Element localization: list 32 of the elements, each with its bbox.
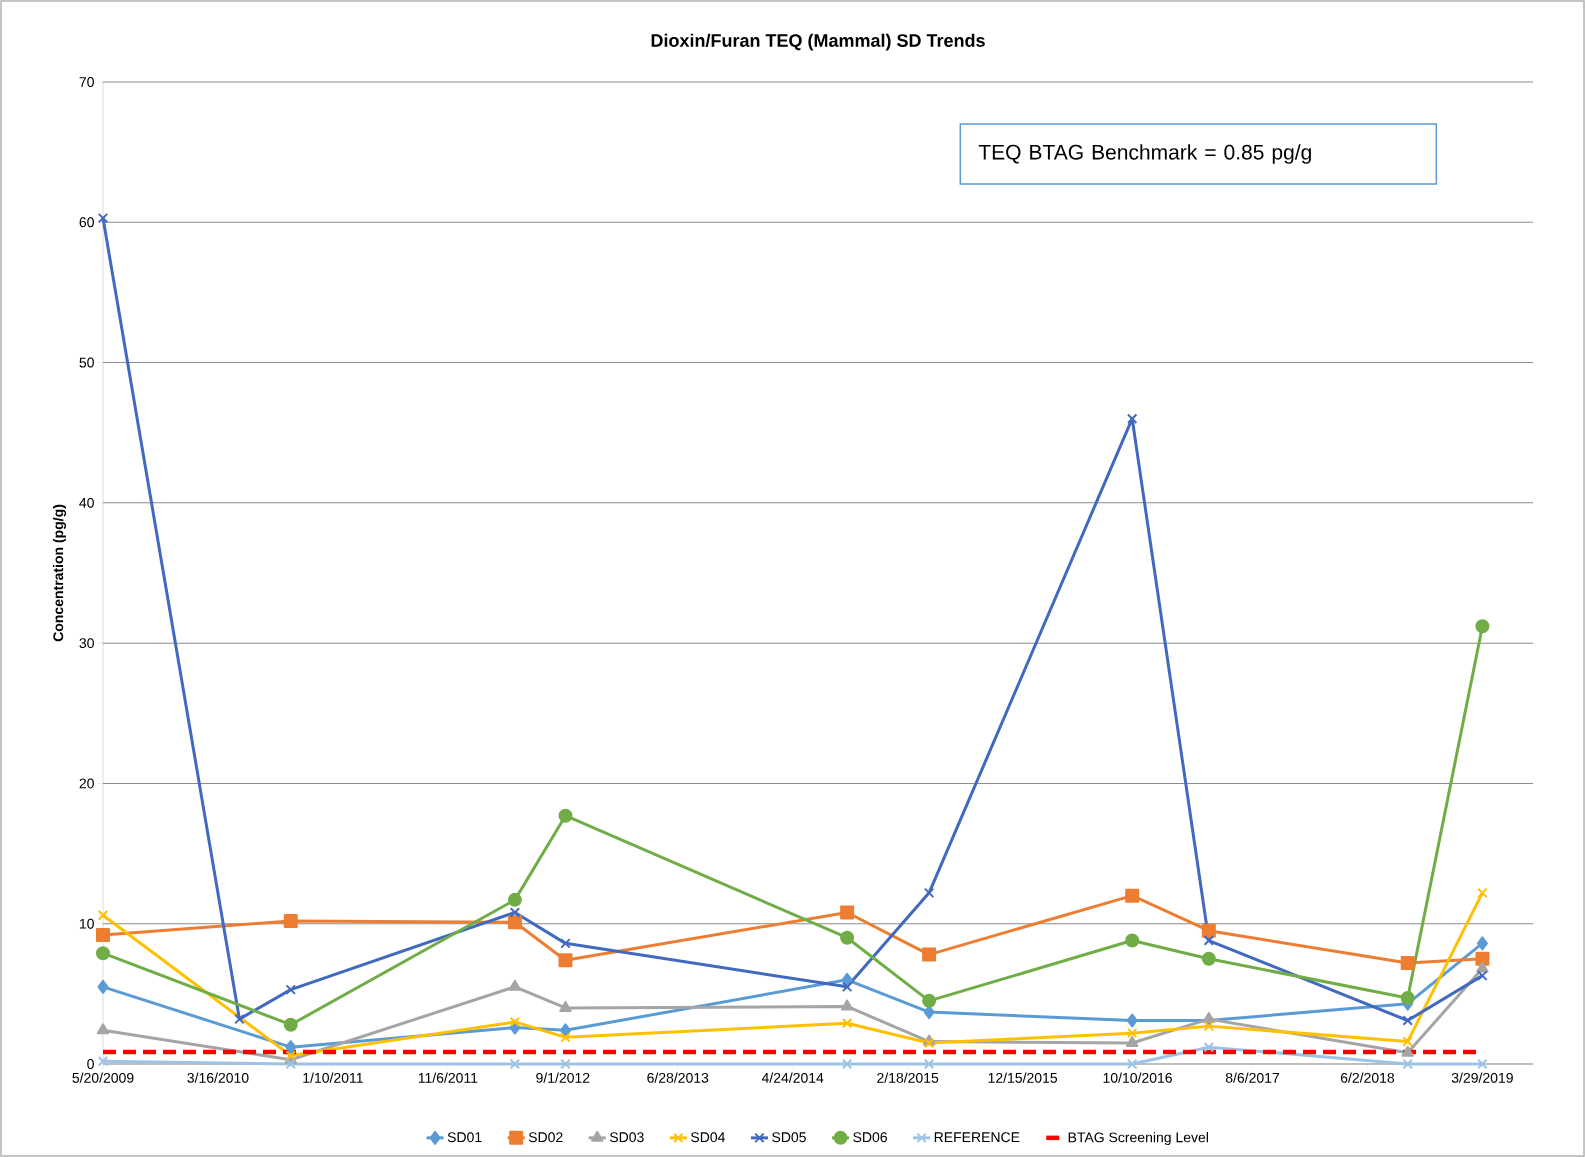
y-tick-label: 60 [79, 217, 94, 228]
x-tick-label: 8/6/2017 [1225, 1072, 1280, 1083]
y-axis-title: Concentration (pg/g) [52, 504, 67, 642]
legend-label: SD02 [528, 1132, 563, 1143]
y-tick-label: 10 [79, 918, 94, 929]
x-tick-label: 3/29/2019 [1451, 1072, 1513, 1083]
legend-label: SD03 [609, 1132, 644, 1143]
y-tick-label: 50 [79, 357, 94, 368]
x-tick-label: 10/10/2016 [1103, 1072, 1172, 1083]
x-tick-label: 4/24/2014 [761, 1072, 824, 1083]
legend-label: SD01 [447, 1132, 482, 1143]
legend-label: SD06 [853, 1132, 887, 1143]
chart-title: Dioxin/Furan TEQ (Mammal) SD Trends [651, 33, 985, 51]
x-tick-label: 11/6/2011 [418, 1072, 478, 1083]
x-tick-label: 5/20/2009 [72, 1072, 134, 1083]
legend-label: SD05 [772, 1132, 806, 1143]
x-tick-label: 1/10/2011 [303, 1072, 363, 1083]
legend-label: REFERENCE [934, 1132, 1020, 1143]
x-tick-label: 6/2/2018 [1340, 1072, 1395, 1083]
x-tick-label: 2/18/2015 [877, 1072, 939, 1083]
annotation: TEQ BTAG Benchmark = 0.85 pg/g [978, 144, 1311, 164]
legend-label: SD04 [691, 1132, 725, 1143]
y-tick-label: 40 [79, 497, 94, 508]
x-tick-label: 6/28/2013 [647, 1072, 709, 1083]
x-tick-label: 9/1/2012 [536, 1072, 590, 1083]
legend-label: BTAG Screening Level [1068, 1132, 1208, 1146]
x-tick-label: 12/15/2015 [988, 1072, 1058, 1083]
y-tick-label: 0 [87, 1059, 94, 1069]
y-tick-label: 20 [79, 778, 94, 789]
y-tick-label: 70 [79, 77, 94, 87]
x-tick-label: 3/16/2010 [187, 1072, 249, 1083]
y-tick-label: 30 [79, 638, 94, 649]
